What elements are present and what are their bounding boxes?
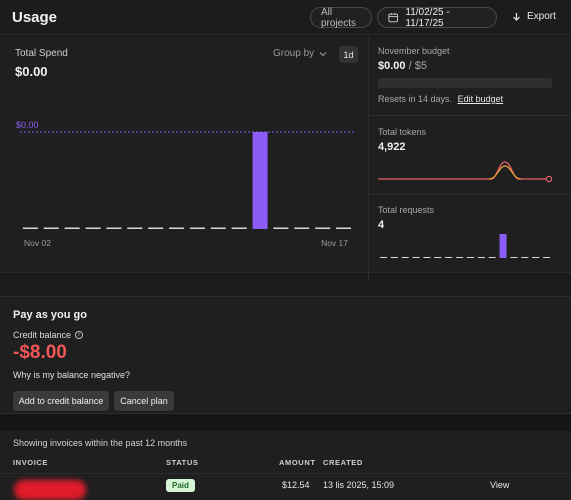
side-divider bbox=[369, 115, 571, 116]
projects-filter-button[interactable]: All projects bbox=[310, 6, 372, 29]
date-range-label: 11/02/25 - 11/17/25 bbox=[405, 6, 450, 29]
invoice-amount: $12.54 bbox=[282, 480, 310, 490]
requests-bar bbox=[434, 257, 442, 258]
spend-chart-card: Total Spend $0.00 Group by 1d $0.00 Nov 0… bbox=[0, 36, 368, 272]
pay-as-you-go-card: Pay as you go Credit balance i -$8.00 Wh… bbox=[0, 296, 571, 414]
tokens-sparkline bbox=[378, 161, 553, 183]
page-title: Usage bbox=[12, 9, 58, 26]
invoices-table: Showing invoices within the past 12 mont… bbox=[0, 431, 571, 500]
chart-bar bbox=[22, 227, 38, 229]
requests-bar bbox=[488, 257, 496, 258]
budget-limit: / $5 bbox=[408, 60, 427, 72]
chart-bar bbox=[189, 227, 205, 229]
spend-bar-chart: $0.00 Nov 02 Nov 17 bbox=[16, 120, 354, 248]
requests-bar-chart bbox=[379, 234, 551, 258]
chart-bar bbox=[127, 227, 143, 229]
add-credit-button[interactable]: Add to credit balance bbox=[13, 391, 109, 411]
budget-spent: $0.00 bbox=[378, 60, 406, 72]
chart-bar bbox=[169, 227, 185, 229]
page-header: Usage All projects 11/02/25 - 11/17/25 E… bbox=[0, 0, 571, 35]
tokens-card: Total tokens 4,922 bbox=[369, 116, 571, 195]
budget-label: November budget bbox=[378, 46, 450, 56]
total-spend-label: Total Spend bbox=[15, 48, 68, 59]
usage-panel: Total Spend $0.00 Group by 1d $0.00 Nov 0… bbox=[0, 36, 571, 272]
requests-bar bbox=[412, 257, 420, 258]
requests-bar bbox=[379, 257, 387, 258]
projects-filter-label: All projects bbox=[321, 6, 357, 29]
download-icon bbox=[513, 12, 520, 21]
credit-balance-label: Credit balance i bbox=[13, 330, 84, 340]
column-header-invoice: INVOICE bbox=[13, 458, 49, 467]
requests-bar bbox=[466, 257, 474, 258]
requests-bar bbox=[401, 257, 409, 258]
chart-bar bbox=[294, 227, 310, 229]
redacted-invoice-id bbox=[14, 480, 86, 500]
payg-title: Pay as you go bbox=[13, 309, 87, 321]
chart-bar bbox=[315, 227, 331, 229]
info-icon[interactable]: i bbox=[75, 331, 84, 339]
period-toggle-1d[interactable]: 1d bbox=[339, 46, 358, 63]
chart-bar bbox=[252, 132, 268, 229]
total-spend-value: $0.00 bbox=[15, 64, 48, 79]
negative-balance-link[interactable]: Why is my balance negative? bbox=[13, 370, 131, 380]
tokens-label: Total tokens bbox=[378, 127, 427, 137]
column-header-created: CREATED bbox=[323, 458, 363, 467]
chart-bar bbox=[43, 227, 59, 229]
chart-bar bbox=[148, 227, 164, 229]
chart-bar bbox=[231, 227, 247, 229]
requests-bar bbox=[477, 257, 485, 258]
group-by-label: Group by bbox=[273, 48, 315, 59]
section-spacer bbox=[0, 272, 571, 296]
requests-card: Total requests 4 bbox=[369, 194, 571, 272]
requests-bar bbox=[521, 257, 529, 258]
x-tick-label: Nov 02 bbox=[24, 238, 51, 248]
reference-line-label: $0.00 bbox=[16, 120, 39, 130]
table-header-divider bbox=[0, 473, 571, 474]
calendar-icon bbox=[388, 13, 398, 23]
status-badge: Paid bbox=[166, 479, 195, 492]
requests-bar bbox=[510, 257, 518, 258]
budget-progress-bar bbox=[378, 78, 552, 88]
budget-card: November budget $0.00 / $5 Resets in 14 … bbox=[369, 36, 571, 132]
group-by-dropdown[interactable]: Group by bbox=[273, 48, 327, 59]
panel-divider bbox=[368, 36, 369, 272]
x-tick-label: Nov 17 bbox=[321, 238, 348, 248]
requests-value: 4 bbox=[378, 219, 385, 231]
requests-label: Total requests bbox=[378, 205, 435, 215]
chart-bar bbox=[336, 227, 352, 229]
chart-bar bbox=[85, 227, 101, 229]
requests-bar bbox=[445, 257, 453, 258]
export-button[interactable]: Export bbox=[512, 11, 556, 22]
invoice-created: 13 lis 2025, 15:09 bbox=[323, 480, 395, 490]
panel-divider bbox=[368, 273, 369, 281]
chevron-down-icon bbox=[319, 51, 327, 56]
export-label: Export bbox=[527, 11, 556, 22]
requests-bar bbox=[456, 257, 464, 258]
chart-bar bbox=[273, 227, 289, 229]
invoices-note: Showing invoices within the past 12 mont… bbox=[13, 438, 188, 448]
requests-bar bbox=[499, 234, 507, 258]
column-header-amount: AMOUNT bbox=[279, 458, 316, 467]
requests-bar bbox=[543, 257, 551, 258]
tokens-value: 4,922 bbox=[378, 141, 406, 153]
requests-bar bbox=[390, 257, 398, 258]
chart-bar bbox=[64, 227, 80, 229]
section-gap bbox=[0, 415, 571, 431]
side-divider bbox=[369, 194, 571, 195]
chart-bar bbox=[106, 227, 122, 229]
period-label: 1d bbox=[343, 49, 354, 60]
view-invoice-link[interactable]: View bbox=[490, 480, 510, 490]
credit-label-text: Credit balance bbox=[13, 330, 72, 340]
reset-text: Resets in 14 days. bbox=[378, 94, 453, 104]
budget-value: $0.00 / $5 bbox=[378, 60, 427, 72]
column-header-status: STATUS bbox=[166, 458, 199, 467]
date-range-picker[interactable]: 11/02/25 - 11/17/25 bbox=[377, 6, 497, 29]
credit-balance-value: -$8.00 bbox=[13, 342, 67, 363]
requests-bar bbox=[532, 257, 540, 258]
budget-reset-text: Resets in 14 days. Edit budget bbox=[378, 94, 503, 104]
edit-budget-link[interactable]: Edit budget bbox=[457, 94, 504, 104]
chart-bar bbox=[210, 227, 226, 229]
cancel-plan-button[interactable]: Cancel plan bbox=[114, 391, 174, 411]
requests-bar bbox=[423, 257, 431, 258]
